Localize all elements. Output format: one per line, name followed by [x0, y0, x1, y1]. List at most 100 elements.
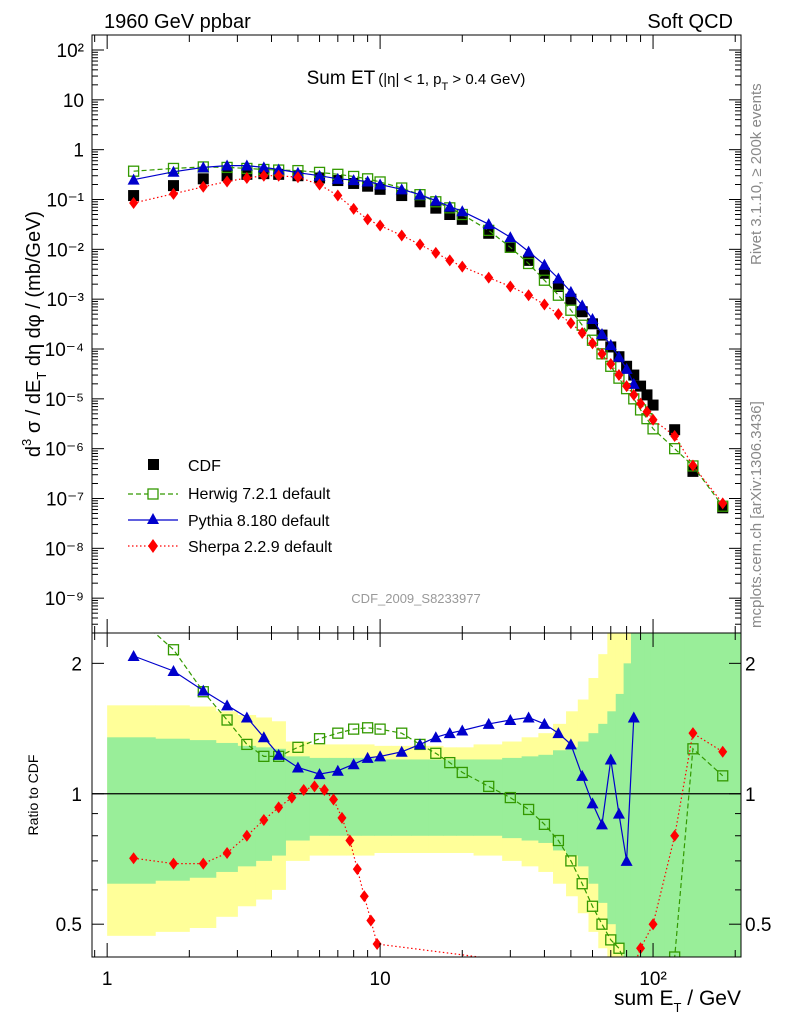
point-0-16 — [444, 209, 456, 221]
point-3-8 — [315, 178, 325, 191]
legend-marker-herwig — [147, 488, 159, 500]
ratio-point-0-36 — [717, 770, 729, 782]
series-line-1 — [133, 166, 724, 507]
ratio-point-1-19 — [504, 714, 517, 726]
point-2-24 — [576, 299, 589, 311]
ratio-series-2 — [129, 727, 728, 957]
ratio-point-1-11 — [361, 751, 374, 763]
ratio-point-1-30 — [627, 711, 640, 723]
point-3-6 — [274, 169, 284, 182]
band-inner-25 — [588, 733, 599, 884]
point-3-14 — [415, 238, 425, 251]
point-3-34 — [670, 429, 680, 442]
point-0-30 — [628, 369, 640, 381]
point-3-5 — [259, 169, 269, 182]
ratio-point-1-18 — [482, 717, 495, 729]
band-inner-12 — [374, 759, 392, 836]
point-0-31 — [635, 380, 647, 392]
point-3-2 — [198, 180, 208, 193]
point-3-3 — [222, 175, 232, 188]
main-plot-axes: 10⁻⁹ 10⁻⁸ 10⁻⁷ 10⁻⁶ 10⁻⁵ 10⁻⁴ 10⁻³ 10⁻² 10⁻¹ 1 10 1… — [45, 34, 741, 634]
svg-text:d3 σ / dET dη dφ / (mb/GeV): d3 σ / dET dη dφ / (mb/GeV) — [19, 211, 49, 457]
ratio-ytick-label-right-0: 0.5 — [745, 915, 771, 936]
y-label-sub-t: T — [34, 372, 49, 380]
point-2-15 — [429, 194, 442, 206]
uncertainty-bands — [107, 633, 741, 957]
plot-title-cut-end: > 0.4 GeV) — [448, 71, 525, 88]
band-inner-36 — [708, 633, 741, 957]
legend-label-sherpa: Sherpa 2.2.9 default — [188, 539, 333, 556]
ratio-point-2-4 — [242, 829, 252, 842]
ratio-point-2-10 — [319, 784, 329, 797]
point-2-20 — [522, 245, 535, 257]
ratio-point-0-25 — [586, 900, 599, 912]
ratio-point-1-9 — [331, 764, 344, 776]
point-3-25 — [587, 337, 597, 350]
y-label-part-2: σ / dE — [23, 380, 45, 439]
x-tick-label-0: 1 — [102, 969, 113, 990]
point-0-21 — [538, 267, 550, 279]
ratio-point-1-8 — [313, 768, 326, 780]
main-ytick-label-8: 10⁻¹ — [47, 191, 85, 212]
point-0-22 — [552, 280, 564, 292]
ratio-point-1-5 — [257, 731, 270, 743]
ratio-point-2-20 — [636, 942, 646, 955]
ratio-ytick-label-right-1: 1 — [745, 785, 756, 806]
band-inner-24 — [577, 741, 589, 867]
main-ytick-label-5: 10⁻⁴ — [45, 340, 84, 361]
legend-entry-sherpa: Sherpa 2.2.9 default — [128, 539, 333, 556]
ratio-point-1-6 — [272, 748, 285, 760]
point-3-24 — [577, 326, 587, 339]
ratio-point-0-35 — [687, 743, 699, 755]
ratio-series-1 — [127, 649, 640, 866]
main-ytick-label-7: 10⁻² — [47, 240, 85, 261]
band-inner-4 — [237, 745, 257, 867]
x-axis-label: sum ET / GeV — [614, 987, 741, 1015]
legend-label-pythia: Pythia 8.180 default — [188, 513, 330, 530]
point-3-4 — [242, 172, 252, 185]
ratio-point-2-8 — [299, 784, 309, 797]
x-tick-label-2: 10² — [639, 969, 666, 990]
point-2-22 — [552, 272, 565, 284]
point-3-16 — [445, 254, 455, 267]
ratio-point-0-12 — [374, 723, 386, 735]
x-label-main: sum E — [614, 987, 674, 1010]
point-3-11 — [363, 213, 373, 226]
ratio-point-1-10 — [347, 758, 360, 770]
ratio-point-1-2 — [197, 684, 210, 696]
ratio-point-1-17 — [456, 724, 469, 736]
band-inner-10 — [346, 757, 362, 836]
ratio-point-1-21 — [538, 717, 551, 729]
ratio-point-0-9 — [332, 727, 344, 739]
band-inner-1 — [155, 738, 190, 881]
band-inner-11 — [360, 757, 375, 836]
band-inner-27 — [607, 711, 617, 925]
ratio-point-2-3 — [222, 846, 232, 859]
point-2-19 — [504, 231, 517, 243]
ratio-ytick-label-right-2: 2 — [745, 654, 756, 675]
main-ytick-label-2: 10⁻⁷ — [46, 490, 84, 511]
main-ytick-label-4: 10⁻⁵ — [45, 390, 84, 411]
ratio-point-1-22 — [552, 727, 565, 739]
ratio-point-0-24 — [576, 878, 588, 890]
band-inner-22 — [553, 750, 567, 851]
series-line-3 — [133, 175, 724, 504]
point-1-19 — [504, 241, 516, 253]
legend-entry-pythia: Pythia 8.180 default — [128, 513, 330, 530]
point-2-23 — [564, 285, 577, 297]
ratio-point-1-14 — [413, 738, 426, 750]
point-2-6 — [272, 163, 285, 175]
legend: CDF Herwig 7.2.1 default Pythia 8.180 de… — [128, 458, 333, 556]
ratio-point-1-23 — [564, 738, 577, 750]
point-2-26 — [595, 328, 608, 339]
ratio-point-2-0 — [129, 852, 139, 865]
legend-marker-cdf — [148, 459, 159, 470]
band-inner-35 — [684, 633, 710, 957]
band-inner-13 — [391, 759, 412, 836]
ratio-point-2-6 — [274, 801, 284, 814]
ratio-point-1-29 — [620, 854, 633, 866]
ratio-plot-data — [92, 633, 741, 957]
point-3-18 — [484, 271, 494, 284]
band-inner-14 — [411, 759, 429, 836]
